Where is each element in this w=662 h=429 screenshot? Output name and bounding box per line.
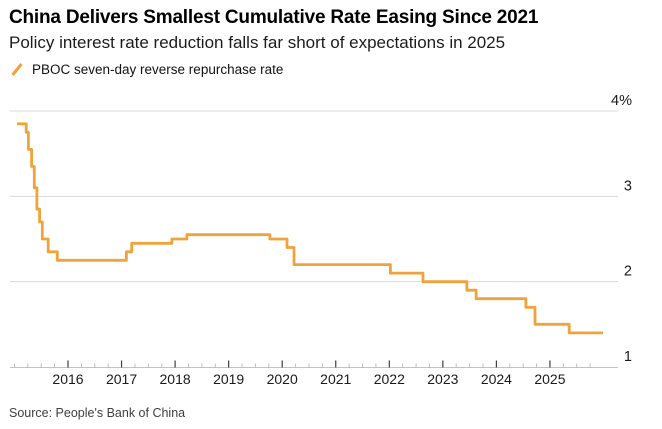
x-tick-label: 2018 <box>160 371 191 387</box>
x-tick-label: 2025 <box>534 371 565 387</box>
x-tick-label: 2023 <box>427 371 458 387</box>
x-tick-label: 2022 <box>374 371 405 387</box>
x-tick-label: 2017 <box>106 371 137 387</box>
x-tick-label: 2020 <box>267 371 298 387</box>
x-tick-label: 2024 <box>481 371 512 387</box>
rate-line <box>17 122 603 335</box>
legend-item: PBOC seven-day reverse repurchase rate <box>10 62 283 77</box>
source-note: Source: People's Bank of China <box>9 406 186 420</box>
chart-subtitle: Policy interest rate reduction falls far… <box>9 33 506 52</box>
legend-label: PBOC seven-day reverse repurchase rate <box>32 62 284 77</box>
y-axis-label: 2 <box>624 264 632 280</box>
chart-title: China Delivers Smallest Cumulative Rate … <box>9 7 539 28</box>
y-axis-label: 1 <box>624 349 632 365</box>
y-axis-label: 3 <box>624 178 632 194</box>
x-tick-label: 2016 <box>52 371 83 387</box>
x-tick-label: 2021 <box>320 371 351 387</box>
y-axis-label: 4% <box>611 93 632 109</box>
x-tick-label: 2019 <box>213 371 244 387</box>
legend-slash-icon <box>10 62 25 77</box>
